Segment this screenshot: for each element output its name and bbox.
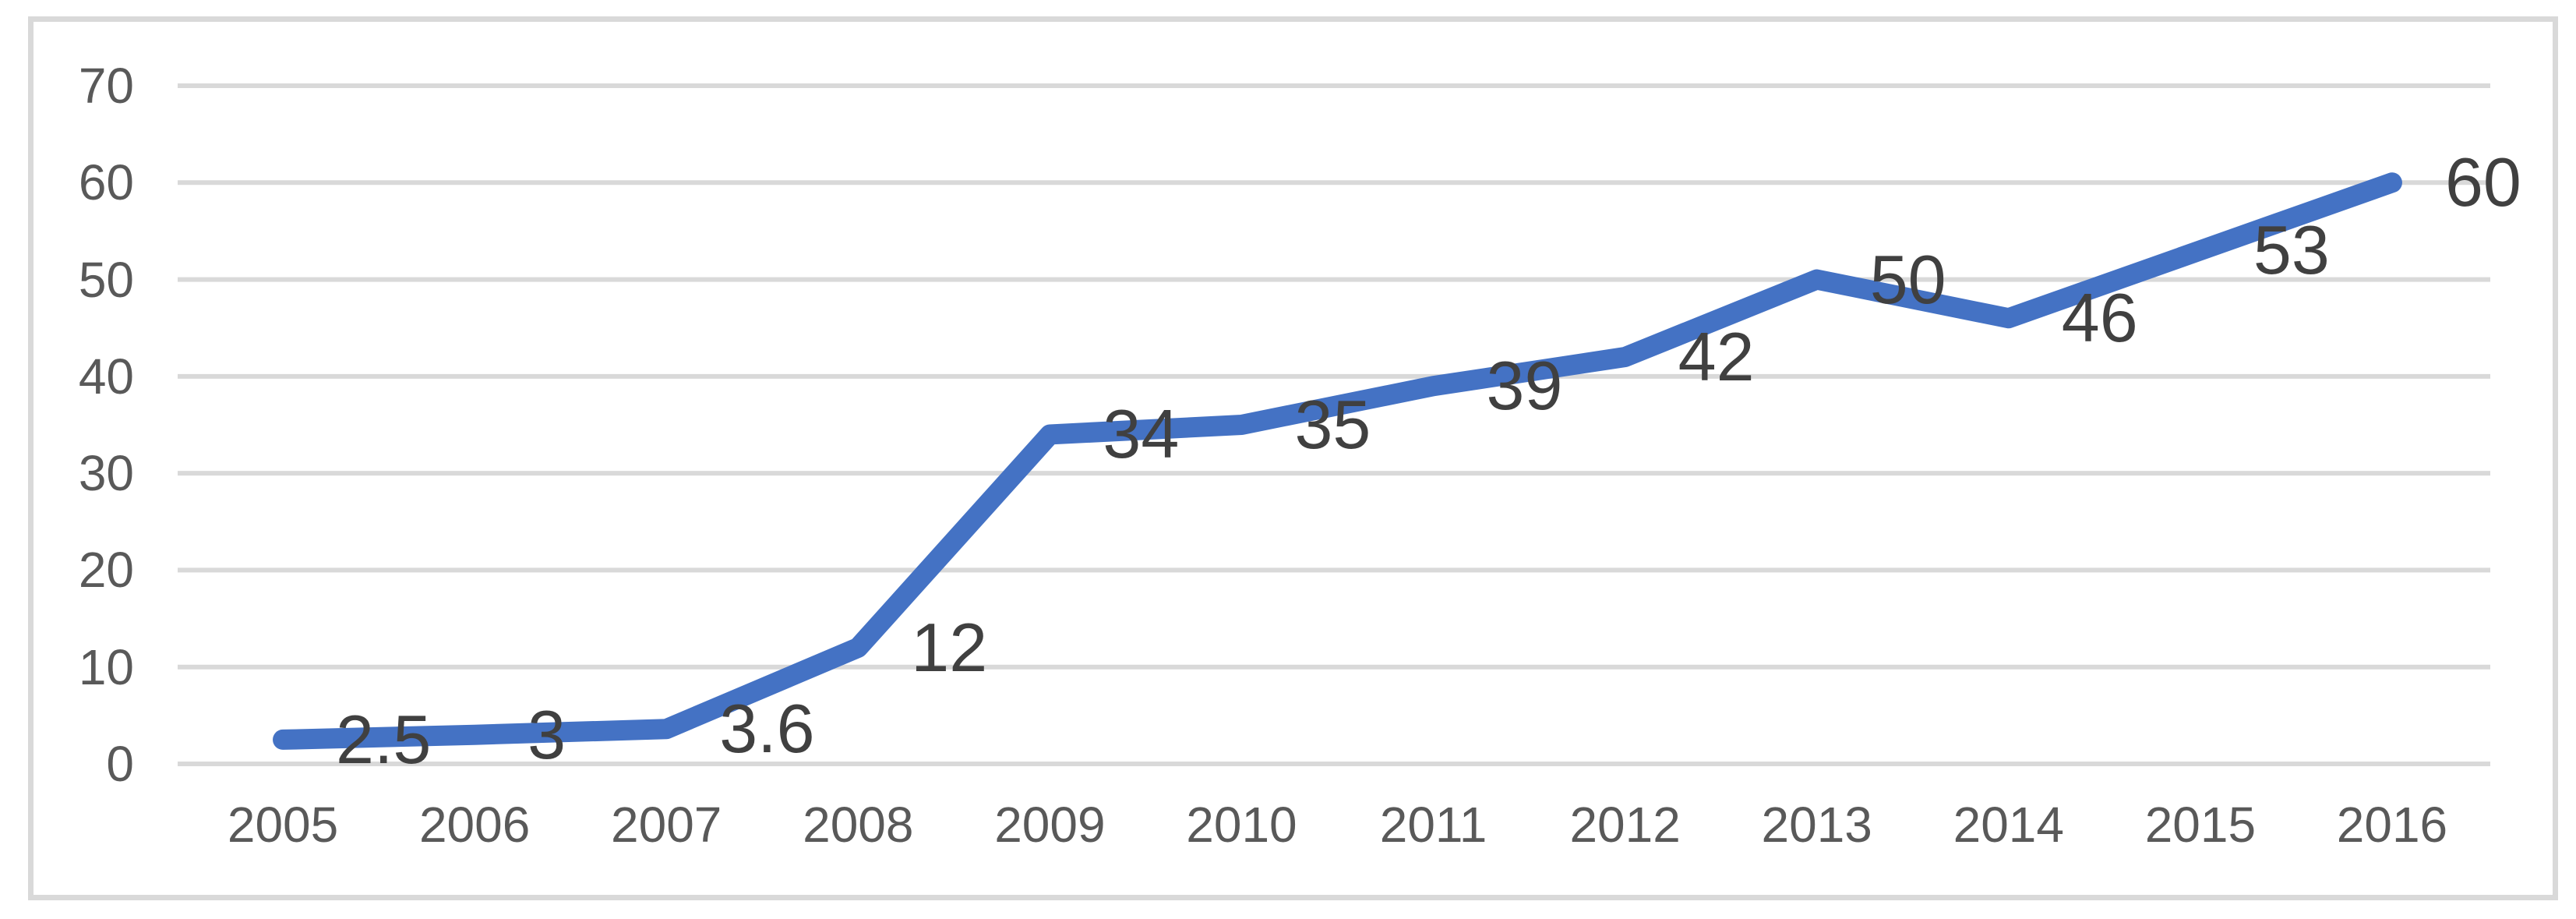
y-axis-tick-label: 70	[78, 58, 134, 114]
x-axis-tick-label: 2011	[1379, 797, 1487, 853]
data-label: 42	[1678, 318, 1755, 395]
data-label: 35	[1294, 386, 1371, 463]
data-label: 53	[2253, 211, 2330, 289]
data-label: 3	[528, 695, 566, 773]
y-axis-tick-label: 50	[78, 251, 134, 308]
x-axis-tick-label: 2009	[994, 797, 1106, 853]
y-axis-tick-label: 30	[78, 445, 134, 502]
data-label: 3.6	[719, 690, 815, 768]
x-axis-tick-label: 2008	[803, 797, 914, 853]
data-label: 50	[1869, 240, 1946, 318]
x-axis-tick-label: 2015	[2144, 797, 2257, 853]
x-axis-tick-label: 2005	[227, 797, 339, 853]
data-label: 2.5	[336, 700, 432, 778]
y-axis-tick-label: 10	[78, 638, 134, 695]
x-axis-tick-label: 2007	[611, 797, 722, 853]
x-axis-tick-label: 2012	[1569, 797, 1681, 853]
y-axis-tick-label: 40	[78, 348, 134, 405]
data-label: 60	[2444, 143, 2521, 221]
data-label: 12	[911, 608, 988, 686]
series-line	[273, 172, 2402, 750]
x-axis-tick-label: 2016	[2336, 797, 2448, 853]
y-axis-tick-label: 60	[78, 154, 134, 211]
data-label: 39	[1486, 347, 1563, 425]
x-axis-tick-label: 2006	[418, 797, 531, 853]
chart-border	[28, 16, 2558, 900]
x-axis-tick-label: 2010	[1186, 797, 1297, 853]
y-axis-tick-label: 0	[106, 736, 134, 792]
x-axis-tick-label: 2014	[1953, 797, 2064, 853]
data-label: 46	[2061, 279, 2138, 357]
x-axis-tick-label: 2013	[1761, 797, 1872, 853]
y-axis-tick-label: 20	[78, 542, 134, 599]
data-label: 34	[1103, 395, 1180, 473]
gridlines	[178, 83, 2490, 766]
